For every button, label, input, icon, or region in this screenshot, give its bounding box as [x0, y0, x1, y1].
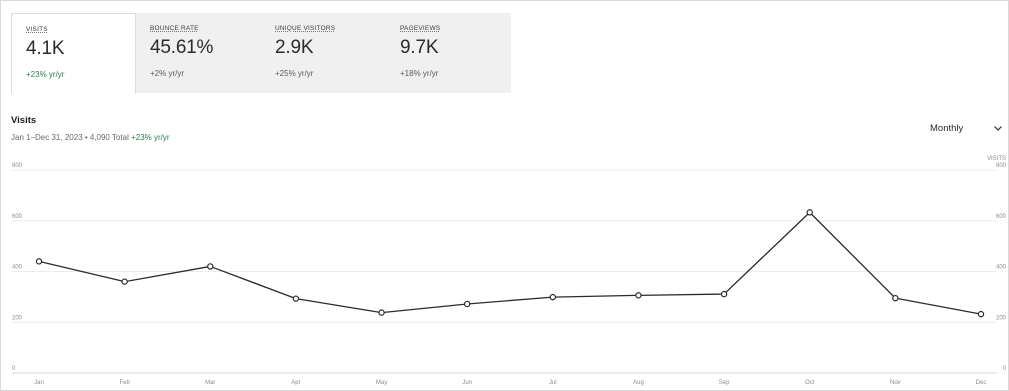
y-tick-label-right: 0: [1003, 366, 1007, 372]
right-axis-label: VISITS: [987, 156, 1006, 162]
x-tick-label: Feb: [119, 380, 130, 386]
tab-visits[interactable]: VISITS 4.1K +23% yr/yr: [11, 13, 136, 94]
chart-date-range-total: Jan 1–Dec 31, 2023 • 4,090 Total: [11, 133, 132, 142]
y-tick-label-right: 400: [996, 265, 1007, 271]
tab-label: PAGEVIEWS: [400, 25, 441, 32]
tab-label: BOUNCE RATE: [150, 25, 199, 32]
data-point: [463, 300, 471, 308]
data-point: [35, 258, 43, 265]
x-tick-label: May: [376, 380, 387, 386]
data-point: [977, 310, 985, 318]
data-point: [207, 263, 214, 270]
tab-change: +18% yr/yr: [400, 69, 439, 78]
y-tick-label-left: 800: [12, 163, 23, 169]
tab-value: 4.1K: [26, 38, 65, 59]
tab-label: UNIQUE VISITORS: [275, 25, 336, 32]
y-tick-label-right: 600: [996, 214, 1007, 220]
data-point: [892, 294, 899, 302]
x-tick-label: Nov: [890, 380, 901, 386]
data-point: [635, 292, 642, 299]
tab-value: 9.7K: [400, 37, 439, 58]
y-tick-label-left: 600: [12, 214, 23, 220]
tab-pageviews[interactable]: PAGEVIEWS 9.7K +18% yr/yr: [386, 13, 511, 93]
tab-label: VISITS: [26, 26, 48, 33]
x-tick-label: Jan: [34, 380, 44, 386]
tab-unique-visitors[interactable]: UNIQUE VISITORS 2.9K +25% yr/yr: [261, 13, 386, 93]
x-tick-label: Dec: [976, 380, 987, 386]
tab-value: 2.9K: [275, 37, 314, 58]
data-point: [549, 293, 557, 301]
period-select-value: Monthly: [930, 122, 964, 134]
data-point: [121, 278, 128, 285]
chevron-down-icon: [994, 126, 1002, 131]
chart-title: Visits: [11, 115, 37, 126]
y-tick-label-right: 800: [996, 163, 1007, 169]
y-tick-label-left: 400: [12, 265, 23, 271]
tab-value: 45.61%: [150, 37, 214, 58]
tab-change: +2% yr/yr: [150, 69, 185, 78]
data-point: [292, 295, 300, 302]
metric-tabs: VISITS 4.1K +23% yr/yr BOUNCE RATE 45.61…: [11, 13, 511, 94]
y-tick-label-left: 200: [12, 315, 23, 321]
tab-bounce-rate[interactable]: BOUNCE RATE 45.61% +2% yr/yr: [136, 13, 261, 93]
y-tick-label-left: 0: [12, 366, 16, 372]
x-tick-label: Mar: [205, 380, 215, 386]
data-point: [806, 209, 813, 216]
chart-subtitle: Jan 1–Dec 31, 2023 • 4,090 Total +23% yr…: [11, 133, 170, 142]
data-point: [720, 290, 728, 298]
x-tick-label: Jun: [462, 380, 472, 386]
x-tick-label: Oct: [805, 380, 815, 386]
x-tick-label: Jul: [549, 380, 557, 386]
chart-yoy-change: +23% yr/yr: [131, 133, 170, 142]
y-tick-label-right: 200: [996, 315, 1007, 321]
x-tick-label: Sep: [719, 380, 730, 386]
period-select[interactable]: Monthly: [920, 115, 1009, 141]
tab-change: +25% yr/yr: [275, 69, 314, 78]
series-line: [38, 211, 982, 315]
x-tick-label: Apr: [291, 380, 300, 386]
tab-change: +23% yr/yr: [26, 70, 65, 79]
x-tick-label: Aug: [633, 380, 644, 386]
data-point: [378, 309, 385, 316]
